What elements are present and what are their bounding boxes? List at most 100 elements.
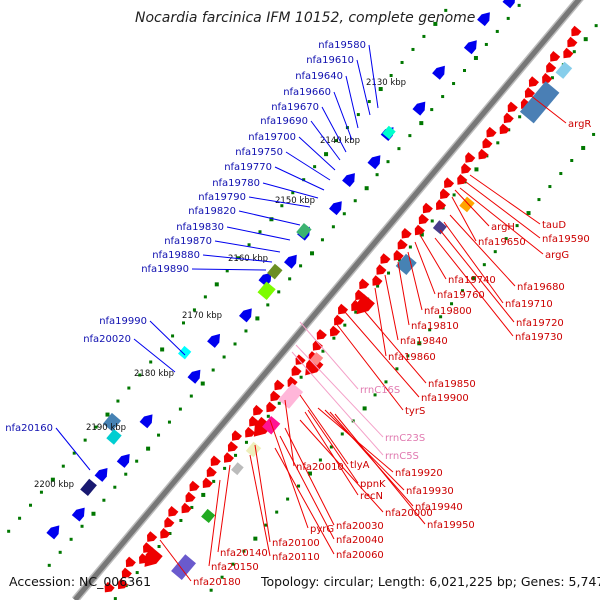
- forward-gene-arrow: [367, 155, 381, 170]
- track-tick: [181, 321, 185, 325]
- track-tick: [548, 185, 552, 189]
- track-tick: [127, 386, 131, 390]
- reverse-gene-arrow: [567, 36, 578, 48]
- reverse-label-leader: [299, 394, 349, 465]
- track-tick: [171, 334, 175, 338]
- track-tick: [236, 256, 240, 260]
- track-tick: [157, 433, 161, 437]
- track-tick: [482, 263, 486, 267]
- forward-gene-arrow: [71, 507, 85, 522]
- track-tick: [310, 251, 315, 256]
- forward-gene-label: nfa19610: [306, 55, 354, 66]
- track-tick: [408, 245, 412, 249]
- reverse-gene-label: nfa20100: [272, 538, 320, 549]
- forward-gene-label: nfa19660: [283, 87, 331, 98]
- reverse-label-leader: [284, 427, 335, 526]
- reverse-label-leader: [334, 321, 404, 411]
- track-tick: [504, 237, 508, 241]
- reverse-gene-label: nfa19860: [388, 352, 436, 363]
- track-tick: [157, 545, 161, 549]
- track-tick: [190, 505, 194, 509]
- reverse-gene-arrow: [227, 441, 238, 452]
- track-tick: [7, 529, 11, 533]
- track-tick: [439, 315, 443, 319]
- track-tick: [324, 152, 329, 157]
- feature-block: [201, 508, 216, 523]
- track-tick: [342, 212, 346, 216]
- forward-gene-label: nfa19990: [99, 316, 147, 327]
- reverse-gene-arrow: [253, 404, 264, 416]
- track-tick: [299, 264, 303, 268]
- track-tick: [389, 74, 393, 78]
- forward-gene-label: nfa19830: [176, 222, 224, 233]
- reverse-gene-label: nfa20030: [336, 521, 384, 532]
- track-tick: [376, 284, 380, 288]
- forward-gene-arrow: [139, 414, 153, 429]
- track-tick: [422, 34, 426, 38]
- reverse-gene-arrow: [482, 137, 493, 149]
- reverse-label-leader: [459, 187, 544, 255]
- feature-block: [459, 196, 475, 213]
- reverse-gene-arrow: [457, 174, 468, 185]
- feature-block: [257, 281, 276, 300]
- forward-gene-arrow: [477, 12, 490, 27]
- reverse-gene-arrow: [356, 294, 375, 315]
- reverse-gene-arrow: [359, 278, 370, 290]
- reverse-label-leader: [469, 174, 541, 225]
- reverse-gene-label: ppnK: [360, 479, 386, 490]
- reverse-gene-label: nfa20060: [336, 550, 384, 561]
- reverse-gene-label: nfa19680: [517, 282, 565, 293]
- accession-text: Accession: NC_006361: [9, 574, 152, 589]
- reverse-gene-label: argH: [491, 222, 515, 233]
- track-tick: [331, 225, 335, 229]
- feature-block: [171, 554, 196, 580]
- forward-gene-arrow: [94, 468, 108, 482]
- track-tick: [428, 328, 432, 332]
- track-tick: [318, 458, 322, 462]
- reverse-gene-arrow: [270, 390, 281, 402]
- reverse-gene-label: nfa20110: [272, 552, 320, 563]
- forward-gene-label: nfa19770: [224, 162, 272, 173]
- track-tick: [113, 485, 117, 489]
- track-tick: [307, 471, 312, 476]
- track-tick: [244, 329, 248, 333]
- track-tick: [340, 432, 344, 436]
- topology-text: Topology: circular; Length: 6,021,225 bp…: [261, 574, 600, 589]
- reverse-label-leader: [414, 241, 436, 295]
- forward-gene-arrow: [116, 454, 130, 468]
- reverse-gene-arrow: [329, 325, 341, 337]
- track-tick: [537, 198, 541, 202]
- track-tick: [570, 158, 574, 162]
- track-tick: [367, 100, 371, 104]
- reverse-label-leader: [344, 311, 420, 398]
- reverse-label-leader: [304, 411, 359, 496]
- forward-gene-label: nfa19670: [271, 102, 319, 113]
- forward-gene-arrow: [207, 333, 220, 348]
- kbp-tick-label: 2130 kbp: [366, 78, 406, 88]
- feature-block: [267, 263, 283, 280]
- reverse-gene-arrow: [422, 202, 433, 214]
- track-tick: [506, 16, 510, 20]
- reverse-label-leader: [374, 287, 387, 357]
- track-tick: [179, 518, 183, 522]
- track-tick: [526, 211, 531, 216]
- reverse-gene-arrow: [189, 480, 200, 492]
- track-tick: [332, 336, 336, 340]
- track-tick: [583, 37, 588, 42]
- reverse-gene-arrow: [486, 126, 497, 138]
- kbp-tick-label: 2160 kbp: [228, 254, 268, 264]
- forward-gene-label: nfa19820: [188, 206, 236, 217]
- track-tick: [496, 141, 500, 145]
- reverse-gene-arrow: [461, 163, 472, 174]
- rrna-label: rrnC5S: [385, 451, 419, 462]
- forward-label-leader: [191, 268, 267, 271]
- reverse-gene-label: nfa19590: [542, 234, 590, 245]
- reverse-gene-label: nfa19950: [427, 520, 475, 531]
- track-tick: [572, 50, 576, 54]
- reverse-gene-label: nfa19930: [406, 486, 454, 497]
- rrna-label-leader: [295, 344, 384, 438]
- track-tick: [474, 167, 479, 172]
- track-tick: [231, 562, 235, 566]
- track-tick: [397, 258, 401, 262]
